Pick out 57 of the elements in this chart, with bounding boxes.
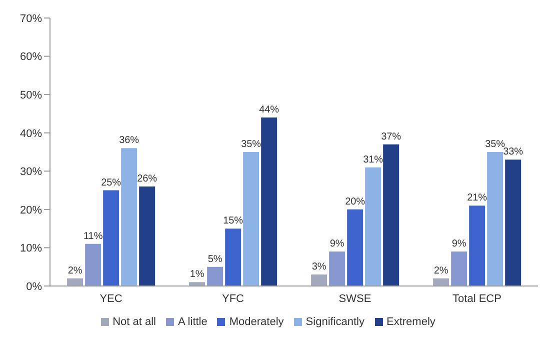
- y-tick-label: 70%: [20, 12, 42, 25]
- legend-label: Not at all: [112, 316, 156, 328]
- legend-label: Significantly: [306, 316, 364, 328]
- bar: [469, 206, 486, 286]
- data-label: 2%: [434, 265, 448, 276]
- data-label: 25%: [101, 177, 122, 188]
- bar: [329, 252, 346, 286]
- bar: [365, 167, 382, 286]
- y-tick-label: 50%: [20, 89, 42, 102]
- data-label: 35%: [241, 139, 262, 150]
- y-tick-label: 40%: [20, 128, 42, 140]
- data-label: 15%: [223, 216, 244, 227]
- data-label: 9%: [452, 238, 466, 250]
- bar: [121, 148, 138, 286]
- bar: [261, 118, 278, 286]
- bar: [347, 209, 364, 286]
- data-label: 11%: [83, 230, 103, 242]
- bar: [139, 186, 156, 286]
- legend-label: Moderately: [229, 316, 284, 328]
- y-tick-label: 60%: [20, 51, 42, 64]
- bar: [189, 282, 206, 286]
- y-tick-label: 0%: [26, 280, 42, 293]
- bar: [67, 278, 84, 286]
- data-label: 26%: [137, 173, 158, 184]
- data-label: 2%: [68, 265, 82, 276]
- data-label: 21%: [467, 192, 488, 204]
- data-label: 9%: [330, 238, 344, 250]
- data-label: 36%: [119, 135, 140, 146]
- data-label: 20%: [345, 196, 366, 208]
- data-label: 31%: [363, 154, 384, 166]
- bar: [103, 190, 120, 286]
- y-tick-label: 20%: [20, 204, 42, 216]
- y-tick-label: 30%: [20, 166, 42, 178]
- bar: [383, 144, 400, 286]
- bar: [85, 244, 102, 286]
- data-label: 33%: [503, 146, 524, 158]
- bar: [225, 228, 242, 286]
- y-tick-label: 10%: [20, 242, 42, 255]
- x-tick-label: SWSE: [338, 292, 372, 305]
- x-tick-label: Total ECP: [452, 292, 502, 305]
- data-label: 44%: [259, 104, 280, 116]
- data-label: 1%: [190, 269, 204, 280]
- x-tick-label: YEC: [100, 292, 122, 305]
- bar: [433, 278, 450, 286]
- bar: [487, 152, 504, 286]
- data-label: 37%: [381, 131, 402, 142]
- bar: [311, 274, 328, 286]
- data-label: 35%: [485, 139, 506, 150]
- data-label: 5%: [208, 254, 222, 265]
- data-label: 3%: [312, 262, 326, 273]
- bar: [207, 266, 224, 286]
- bar: [451, 252, 468, 286]
- bar: [243, 152, 260, 286]
- legend-label: Extremely: [386, 316, 436, 328]
- x-tick-label: YFC: [222, 292, 244, 305]
- bar: [505, 160, 522, 286]
- legend-label: A little: [178, 316, 208, 328]
